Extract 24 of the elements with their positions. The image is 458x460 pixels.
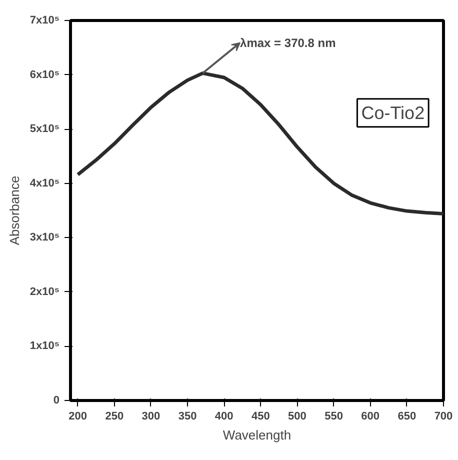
y-tick-label: 7x10⁵ [30,14,60,26]
y-tick-label: 0 [53,394,60,406]
x-tick-label: 650 [398,410,416,422]
annotation: λmax = 370.8 nm [240,36,336,50]
x-tick-label: 400 [214,410,234,422]
annotation: Co-Tio2 [361,102,425,123]
y-tick-label: 2x10⁵ [30,286,60,298]
x-tick-label: 250 [105,410,124,422]
x-tick-label: 550 [324,410,343,422]
x-tick-label: 200 [68,410,87,422]
x-axis-title: Wavelength [222,428,292,442]
x-tick-label: 600 [361,410,380,422]
y-tick-label: 6x10⁵ [30,68,60,81]
y-tick-label: 1x10⁵ [30,340,60,352]
x-tick-label: 700 [434,410,453,422]
x-tick-label: 500 [288,410,306,422]
y-axis-title: Absorbance [6,176,22,246]
line-series [76,71,444,216]
x-tick-label: 450 [251,410,270,422]
y-tick-label: 3x10⁵ [30,232,60,244]
y-tick-label: 4x10⁵ [30,177,60,190]
x-tick-label: 300 [142,410,160,422]
y-tick-label: 5x10⁵ [30,123,60,136]
x-tick-label: 350 [178,410,197,422]
